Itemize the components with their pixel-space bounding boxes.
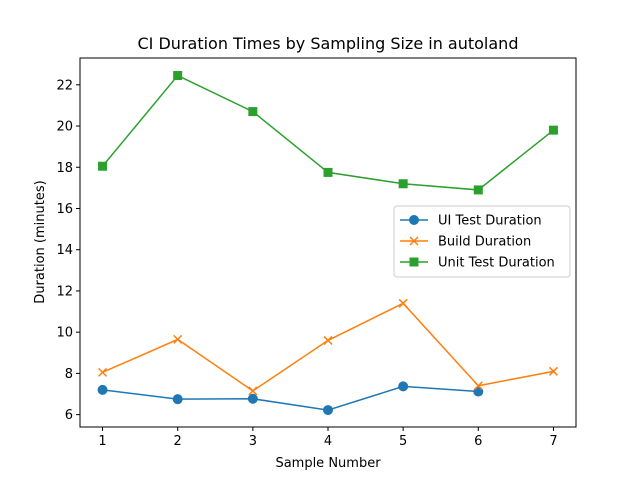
series-unit-test-duration (98, 71, 558, 195)
data-point-ui-test-duration (172, 394, 183, 405)
legend-item: Unit Test Duration (400, 256, 555, 271)
data-point-build-duration (173, 334, 183, 344)
data-point-build-duration (323, 335, 333, 345)
y-axis-title: Duration (minutes) (33, 180, 48, 303)
legend-frame (393, 205, 571, 278)
x-tick-label: 3 (249, 434, 257, 449)
series-line-ui-test-duration (102, 385, 479, 411)
data-point-unit-test-duration (173, 71, 183, 81)
data-point-ui-test-duration (323, 405, 333, 416)
x-tick-label: 7 (549, 434, 557, 449)
legend-label: Unit Test Duration (438, 256, 555, 271)
y-tick-label: 12 (56, 284, 73, 299)
data-point-build-duration (548, 366, 558, 376)
y-tick-label: 14 (56, 243, 73, 258)
y-tick-label: 16 (56, 202, 73, 217)
data-point-unit-test-duration (398, 179, 408, 189)
x-tick-label: 6 (474, 434, 482, 449)
y-tick-label: 20 (56, 120, 73, 135)
legend-label: Build Duration (438, 235, 531, 250)
legend-item: UI Test Duration (400, 214, 542, 229)
y-tick-label: 22 (56, 78, 73, 93)
x-tick-label: 5 (399, 434, 407, 449)
data-point-ui-test-duration (247, 393, 258, 404)
series-build-duration (98, 298, 558, 396)
legend-label: UI Test Duration (438, 214, 542, 229)
x-tick-label: 4 (324, 434, 332, 449)
data-point-unit-test-duration (98, 161, 108, 171)
data-point-ui-test-duration (398, 381, 409, 392)
data-point-build-duration (398, 298, 408, 308)
y-tick-label: 8 (65, 367, 73, 382)
legend-marker (409, 257, 419, 267)
y-tick-label: 10 (56, 326, 73, 341)
y-tick-label: 6 (65, 408, 73, 423)
legend-item: Build Duration (400, 235, 531, 250)
data-point-unit-test-duration (323, 167, 333, 177)
legend-marker (409, 236, 419, 246)
data-point-build-duration (98, 367, 108, 377)
data-point-build-duration (473, 381, 483, 391)
x-axis-title: Sample Number (275, 456, 381, 471)
x-tick-label: 2 (174, 434, 182, 449)
series-ui-test-duration (97, 381, 484, 416)
data-point-unit-test-duration (548, 125, 558, 135)
data-point-unit-test-duration (473, 185, 483, 195)
chart-title: CI Duration Times by Sampling Size in au… (138, 34, 519, 53)
data-point-ui-test-duration (97, 384, 108, 395)
legend: UI Test Duration Build Duration Unit Test … (393, 205, 571, 278)
series-layer (97, 71, 558, 416)
x-tick-label: 1 (98, 434, 106, 449)
y-tick-label: 18 (56, 161, 73, 176)
legend-marker (409, 215, 419, 225)
data-point-unit-test-duration (248, 107, 258, 117)
data-point-ui-test-duration (473, 386, 484, 397)
plot-frame (79, 57, 577, 428)
data-point-build-duration (248, 386, 258, 396)
